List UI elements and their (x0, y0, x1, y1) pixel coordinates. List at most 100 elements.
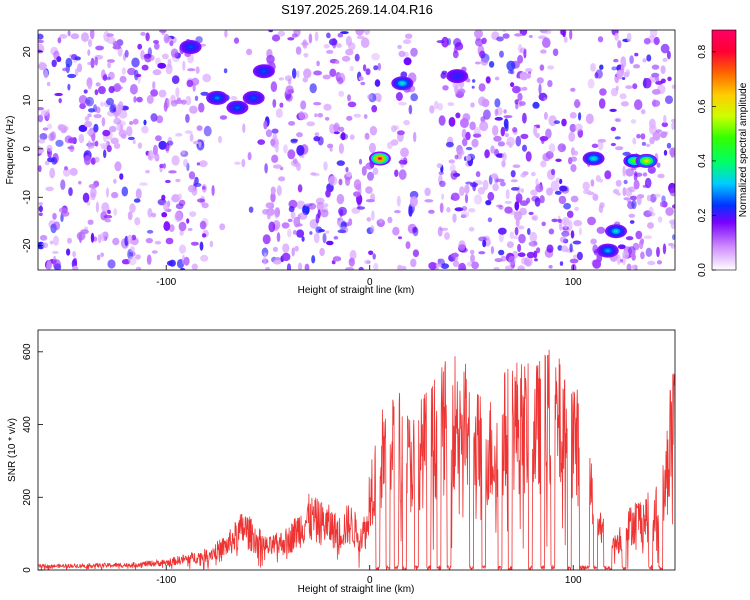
heatmap-cell (504, 206, 513, 214)
heatmap-cell (560, 30, 567, 36)
heatmap-cell (88, 108, 95, 113)
heatmap-cell (534, 258, 538, 262)
heatmap-cell (358, 266, 364, 270)
heatmap-cell (665, 207, 674, 216)
heatmap-cell (556, 177, 560, 183)
heatmap-cell (540, 49, 547, 54)
heatmap-cell (320, 209, 329, 218)
heatmap-cell (263, 255, 267, 266)
heatmap-cell (325, 116, 330, 121)
heatmap-cell (373, 65, 379, 71)
heatmap-cell (129, 121, 134, 125)
heatmap-cell (369, 142, 376, 154)
heatmap-cell (532, 214, 539, 221)
heatmap-cell (109, 104, 116, 113)
heatmap-cell (152, 144, 158, 156)
heatmap-cell (271, 128, 279, 134)
heatmap-cell (271, 34, 281, 42)
heatmap-cell (538, 83, 542, 95)
heatmap-cell (65, 57, 73, 68)
heatmap-cell (529, 231, 538, 243)
heatmap-cell (38, 138, 46, 144)
heatmap-cell (176, 97, 181, 102)
heatmap-cell (623, 179, 628, 185)
heatmap-cell (106, 76, 111, 81)
heatmap-cell (454, 207, 464, 212)
heatmap-cell (94, 56, 99, 66)
heatmap-cell (402, 39, 412, 45)
heatmap-cell (543, 111, 548, 120)
heatmap-cell (474, 61, 481, 65)
heatmap-cell (287, 228, 292, 238)
heatmap-cell (634, 52, 639, 57)
heatmap-cell (333, 236, 339, 240)
heatmap-cell (523, 48, 527, 59)
heatmap-cell (146, 94, 154, 104)
heatmap-cell (281, 252, 291, 262)
heatmap-cell (515, 193, 523, 203)
heatmap-cell (400, 147, 409, 158)
heatmap-cell (310, 172, 317, 176)
heatmap-cell (472, 133, 482, 138)
heatmap-cell (642, 58, 647, 63)
heatmap-cell (68, 137, 77, 144)
heatmap-cell (535, 132, 540, 138)
heatmap-cell (649, 136, 655, 145)
heatmap-cell (349, 134, 355, 140)
heatmap-cell (569, 258, 579, 264)
heatmap-cell (656, 260, 663, 265)
heatmap-cell (447, 102, 455, 107)
heatmap-cell (170, 48, 179, 58)
heatmap-cell (44, 160, 50, 166)
colorbar-tick-label: 0.2 (697, 208, 708, 222)
heatmap-cell (502, 33, 510, 39)
heatmap-cell (480, 57, 489, 66)
heatmap-cell (570, 164, 577, 173)
heatmap-cell (317, 113, 324, 118)
heatmap-cell (590, 238, 597, 245)
heatmap-cell (671, 84, 675, 89)
heatmap-cell (428, 262, 437, 270)
heatmap-cell (73, 257, 78, 265)
heatmap-cell (323, 44, 330, 49)
heatmap-cell (93, 236, 98, 242)
heatmap-hotspot-10 (613, 229, 619, 233)
heatmap-cell (127, 136, 135, 141)
heatmap-cell (265, 202, 273, 209)
heatmap-cell (174, 211, 183, 223)
heatmap-cell (398, 159, 408, 165)
heatmap-cell (140, 49, 145, 60)
heatmap-cell (656, 162, 661, 168)
heatmap-cell (561, 118, 567, 127)
heatmap-cell (649, 118, 656, 129)
heatmap-cell (219, 223, 226, 231)
heatmap-cell (177, 193, 182, 200)
heatmap-cell (546, 187, 553, 196)
heatmap-cell (553, 120, 561, 125)
heatmap-cell (519, 207, 527, 216)
heatmap-cell (266, 54, 275, 64)
heatmap-cell (548, 228, 555, 235)
heatmap-cell (189, 105, 198, 114)
heatmap-cell (110, 137, 119, 145)
heatmap-cell (663, 149, 668, 156)
heatmap-cell (517, 243, 522, 253)
heatmap-cell (502, 152, 507, 162)
heatmap-cell (193, 182, 202, 187)
colorbar-tick-label: 0.0 (697, 263, 708, 277)
heatmap-cell (620, 101, 629, 107)
heatmap-cell (298, 262, 303, 270)
heatmap-cell (448, 117, 456, 127)
heatmap-cell (455, 112, 461, 119)
heatmap-cell (464, 193, 469, 204)
heatmap-cell (436, 163, 443, 169)
heatmap-cell (555, 158, 562, 162)
heatmap-cell (561, 230, 570, 237)
heatmap-cell (247, 152, 252, 161)
heatmap-cell (531, 171, 536, 177)
heatmap-cell (90, 232, 95, 243)
heatmap-cell (599, 88, 607, 96)
heatmap-cell (272, 99, 277, 108)
snr-xtick-label: 0 (367, 575, 373, 586)
heatmap-cell (175, 133, 183, 137)
